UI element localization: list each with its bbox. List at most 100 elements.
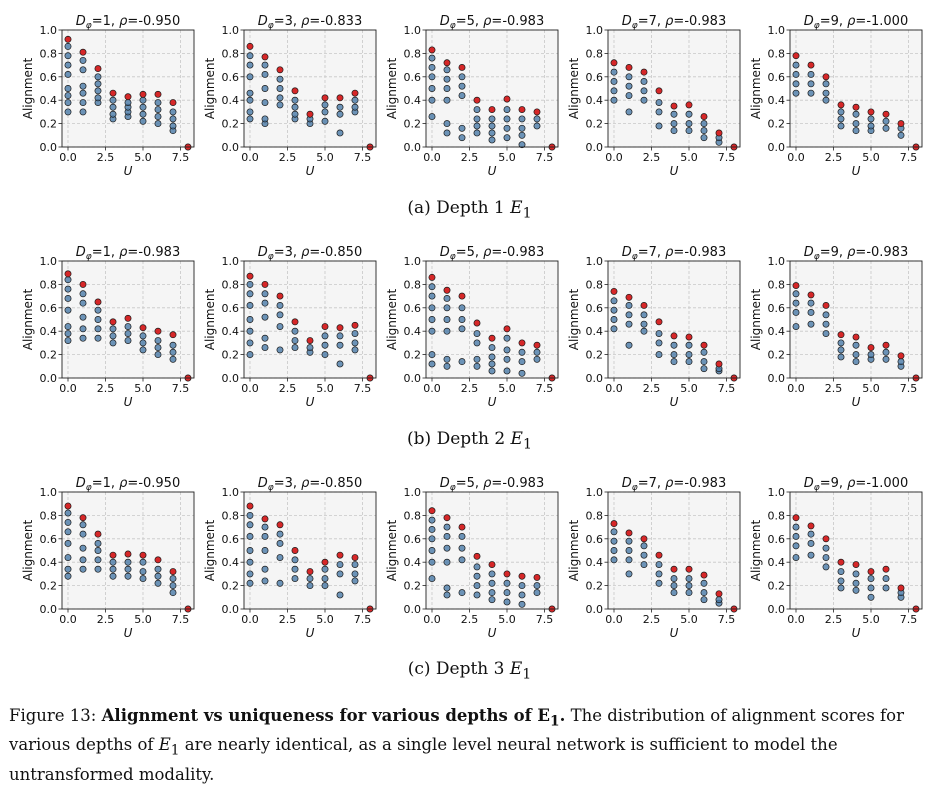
- data-point-max: [473, 552, 481, 560]
- y-axis-label: Alignment: [203, 288, 217, 350]
- data-point: [64, 565, 72, 573]
- y-tick-label: 0.2: [586, 580, 604, 593]
- data-point: [625, 302, 633, 309]
- data-point: [246, 89, 254, 97]
- data-point: [154, 337, 162, 345]
- data-point: [610, 68, 618, 76]
- data-point: [685, 127, 693, 135]
- data-point: [792, 61, 800, 69]
- caption-label: Figure 13:: [9, 706, 97, 725]
- data-point: [458, 316, 466, 323]
- data-point: [169, 348, 177, 356]
- data-point: [291, 575, 299, 583]
- panel-title: Dφ=1, ρ=-0.950: [76, 14, 180, 31]
- data-point: [488, 589, 496, 597]
- data-point: [488, 115, 496, 123]
- data-point: [625, 537, 633, 545]
- y-axis-label: Alignment: [21, 57, 35, 119]
- y-tick-label: 0.0: [404, 141, 422, 154]
- data-point: [246, 547, 254, 554]
- data-point: [473, 115, 481, 123]
- data-point: [79, 556, 87, 564]
- data-point-max: [685, 101, 693, 109]
- data-point: [246, 570, 254, 578]
- data-point: [276, 75, 284, 83]
- y-tick-label: 1.0: [404, 255, 422, 268]
- data-point: [685, 358, 693, 366]
- y-tick-label: 0.4: [768, 556, 786, 569]
- caption-bold-sub: 1: [550, 713, 560, 730]
- data-point: [139, 117, 147, 125]
- data-point: [458, 82, 466, 90]
- data-point-max: [897, 352, 905, 360]
- data-point-max: [124, 314, 132, 322]
- data-point: [700, 579, 708, 587]
- data-point: [169, 108, 177, 116]
- y-tick-label: 1.0: [768, 24, 786, 37]
- x-tick-label: 2.5: [825, 382, 843, 395]
- data-point: [246, 339, 254, 347]
- subcaption-b-var: E: [510, 429, 523, 449]
- data-point-max: [306, 568, 314, 576]
- data-point: [246, 73, 254, 81]
- data-point: [443, 327, 451, 335]
- data-point-max: [261, 515, 269, 523]
- data-point: [625, 547, 633, 554]
- data-point: [473, 563, 481, 571]
- data-point: [246, 351, 254, 359]
- data-point: [291, 103, 299, 111]
- data-point: [533, 348, 541, 356]
- data-point: [882, 117, 890, 125]
- data-point: [473, 355, 481, 363]
- data-point: [640, 311, 648, 319]
- data-point: [852, 586, 860, 594]
- x-tick-label: 5.0: [316, 613, 334, 626]
- x-tick-label: 0.0: [423, 613, 441, 626]
- data-point-max: [321, 323, 329, 330]
- data-point: [154, 572, 162, 580]
- scatter-panel: 0.0 2.5 5.0 7.5 0.0 0.2 0.4 0.6 0.8 1.0 U Alignment…: [385, 245, 559, 409]
- data-point: [336, 570, 344, 578]
- data-point-max: [640, 68, 648, 76]
- data-point: [655, 579, 663, 587]
- data-point: [336, 561, 344, 568]
- x-tick-label: 0.0: [241, 382, 259, 395]
- data-point: [533, 115, 541, 123]
- data-point: [79, 290, 87, 298]
- data-point-max: [428, 273, 436, 281]
- data-point: [488, 344, 496, 352]
- data-point-max: [503, 570, 511, 578]
- data-point: [655, 351, 663, 359]
- data-point: [124, 323, 132, 330]
- data-point: [882, 124, 890, 132]
- data-point: [852, 358, 860, 366]
- data-point: [109, 103, 117, 111]
- data-point: [109, 332, 117, 340]
- data-point: [64, 337, 72, 345]
- data-point: [488, 596, 496, 604]
- panel-title: Dφ=5, ρ=-0.983: [440, 245, 544, 262]
- data-point: [261, 547, 269, 554]
- data-point: [79, 325, 87, 333]
- x-axis-label: U: [852, 164, 861, 178]
- data-point: [321, 575, 329, 583]
- data-point: [109, 96, 117, 104]
- x-tick-label: 0.0: [59, 613, 77, 626]
- axes-frame: [425, 491, 559, 610]
- x-axis-label: U: [488, 395, 497, 409]
- data-point: [79, 530, 87, 538]
- data-point-max: [518, 106, 526, 114]
- data-point: [685, 582, 693, 590]
- data-point-max: [807, 522, 815, 530]
- data-point-max: [276, 66, 284, 74]
- data-point: [852, 110, 860, 118]
- x-tick-label: 2.5: [461, 382, 479, 395]
- y-tick-label: 0.0: [586, 603, 604, 616]
- data-point: [443, 533, 451, 540]
- caption-var-sub: 1: [170, 742, 180, 759]
- y-axis-label: Alignment: [749, 288, 763, 350]
- x-tick-label: 7.5: [172, 382, 190, 395]
- data-point: [458, 73, 466, 81]
- data-point: [518, 348, 526, 356]
- data-point: [458, 533, 466, 540]
